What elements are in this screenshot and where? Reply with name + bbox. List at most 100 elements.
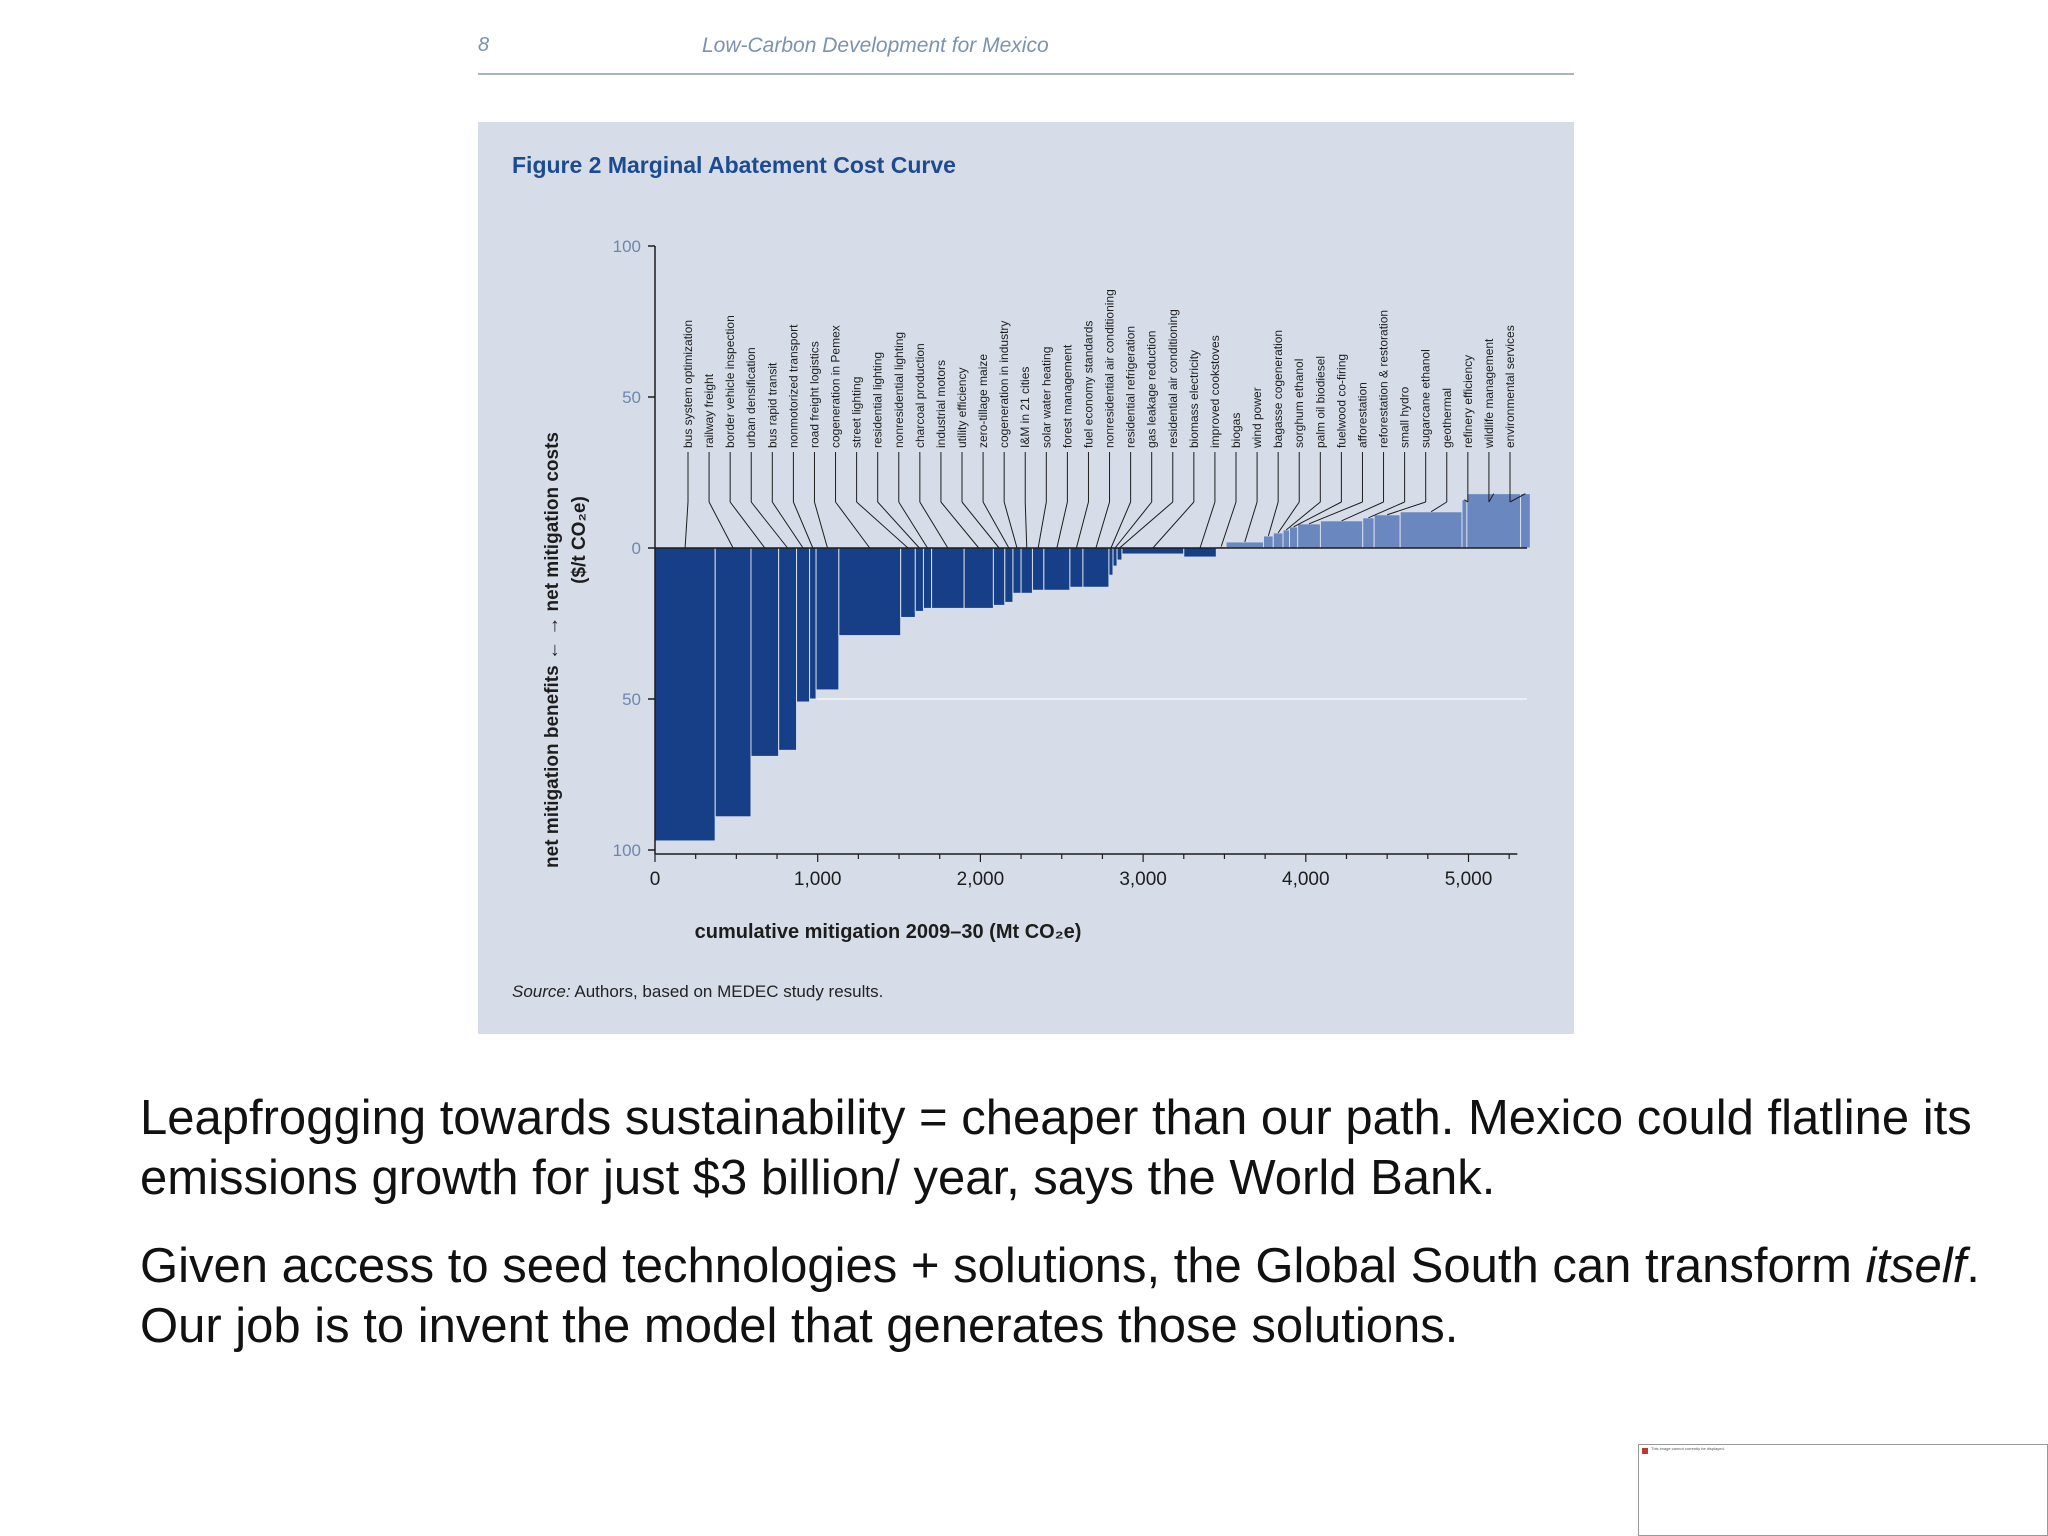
p2-text-start: Given access to seed technologies + solu…	[140, 1239, 1866, 1293]
leader-diag-4	[771, 501, 804, 549]
leader-diag-6	[813, 501, 828, 549]
leader-diag-19	[1075, 501, 1089, 549]
x-axis-label: cumulative mitigation 2009–30 (Mt CO₂e)	[695, 921, 1082, 943]
bar-19	[1069, 547, 1084, 588]
bar-35	[1373, 514, 1401, 549]
leader-diag-22	[1114, 501, 1153, 549]
leader-diag-8	[856, 501, 909, 549]
measure-label-0: bus system optimization	[681, 320, 695, 448]
bar-30	[1282, 529, 1291, 549]
chart-measure-labels: bus system optimization railway freight bo…	[681, 289, 1517, 449]
bar-18	[1043, 547, 1071, 591]
measure-label-23: residential air conditioning	[1166, 309, 1180, 448]
measure-label-29: sorghum ethanol	[1292, 359, 1306, 448]
body-paragraph-1: Leapfrogging towards sustainability = ch…	[140, 1091, 1972, 1205]
leader-diag-21	[1110, 501, 1132, 549]
measure-label-12: industrial motors	[934, 360, 948, 448]
measure-label-37: refinery efficiency	[1461, 355, 1475, 448]
measure-label-7: cogeneration in Pemex	[829, 325, 843, 448]
leader-diag-38	[1488, 493, 1495, 503]
bar-12	[963, 547, 994, 609]
leader-diag-25	[1199, 501, 1216, 549]
bar-7	[838, 547, 902, 637]
bar-31	[1289, 526, 1299, 549]
leader-diag-32	[1308, 501, 1363, 525]
bar-9	[914, 547, 924, 612]
running-title: Low-Carbon Development for Mexico	[702, 34, 1049, 57]
bar-28	[1262, 535, 1274, 549]
leader-diag-1	[708, 501, 734, 549]
slide-body-text: Leapfrogging towards sustainability = ch…	[140, 1088, 2000, 1384]
measure-label-38: wildlife management	[1482, 338, 1496, 449]
measure-label-17: solar water heating	[1039, 347, 1053, 448]
figure-source: Source: Authors, based on MEDEC study re…	[512, 982, 883, 1002]
measure-label-18: forest management	[1060, 344, 1074, 448]
leader-diag-17	[1037, 501, 1047, 549]
x-tick-label-0: 0	[650, 869, 661, 890]
x-tick-label-1: 1,000	[794, 869, 842, 890]
bar-1	[714, 547, 752, 818]
leader-diag-36	[1430, 501, 1448, 513]
measure-label-31: fuelwood co-firing	[1334, 354, 1348, 448]
bar-22	[1112, 547, 1118, 567]
bar-3	[778, 547, 798, 751]
measure-label-25: improved cookstoves	[1208, 335, 1222, 448]
y-tick-label-0: 100	[613, 237, 641, 256]
measure-label-26: biogas	[1229, 413, 1243, 448]
leader-diag-39	[1509, 493, 1526, 503]
bar-8	[900, 547, 916, 618]
leader-diag-13	[961, 501, 1000, 549]
bar-27	[1225, 541, 1264, 549]
leader-diag-27	[1244, 501, 1258, 543]
measure-label-20: nonresidential air conditioning	[1103, 289, 1117, 448]
leader-diag-26	[1220, 501, 1237, 547]
y-axis-unit-label: ($/t CO₂e)	[569, 496, 590, 584]
leader-diag-9	[877, 501, 920, 549]
x-tick-label-5: 5,000	[1445, 869, 1493, 890]
bar-33	[1319, 520, 1364, 549]
bar-5	[809, 547, 817, 700]
figure-title: Figure 2 Marginal Abatement Cost Curve	[512, 152, 956, 178]
measure-label-28: bagasse cogeneration	[1271, 330, 1285, 448]
leader-diag-5	[792, 501, 814, 549]
leader-diag-37	[1464, 499, 1469, 503]
measure-label-11: charcoal production	[913, 343, 927, 448]
measure-label-32: afforestation	[1355, 382, 1369, 448]
chart-x-ticks: 0 1,000 2,000 3,000 4,000 5,000	[650, 854, 1510, 890]
x-tick-label-3: 3,000	[1119, 869, 1167, 890]
leader-diag-20	[1095, 501, 1111, 549]
measure-label-36: geothermal	[1440, 388, 1454, 448]
x-tick-label-2: 2,000	[957, 869, 1005, 890]
leader-diag-2	[729, 501, 766, 549]
leader-diag-10	[898, 501, 928, 549]
leader-diag-3	[750, 501, 788, 549]
y-tick-label-3: 50	[622, 690, 641, 709]
leader-diag-30	[1285, 501, 1321, 531]
bar-34	[1362, 517, 1375, 549]
leader-diag-14	[982, 501, 1010, 549]
measure-label-34: small hydro	[1398, 386, 1412, 448]
bar-4	[796, 547, 811, 703]
measure-label-6: road freight logistics	[807, 341, 821, 448]
measure-label-39: environmental services	[1503, 325, 1517, 448]
bar-39	[1520, 493, 1531, 549]
measure-label-33: reforestation & restoration	[1377, 310, 1391, 448]
figure-panel: Figure 2 Marginal Abatement Cost Curve b…	[478, 122, 1574, 1034]
placeholder-text: This image cannot currently be displayed…	[1651, 1446, 1725, 1451]
measure-label-9: residential lighting	[871, 352, 885, 448]
y-tick-label-1: 50	[622, 388, 641, 407]
chart-axes	[654, 246, 1527, 855]
measure-label-16: I&M in 21 cities	[1018, 367, 1032, 448]
leader-diag-28	[1267, 501, 1279, 537]
p2-text-end: . Our job is to invent the model that ge…	[140, 1239, 1980, 1353]
p2-emphasis: itself	[1865, 1239, 1967, 1293]
bar-29	[1272, 532, 1284, 549]
leader-diag-16	[1024, 501, 1028, 549]
leader-diag-23	[1119, 501, 1174, 549]
bar-2	[750, 547, 780, 757]
leader-diag-24	[1152, 501, 1195, 549]
bar-32	[1297, 523, 1321, 549]
bar-20	[1082, 547, 1110, 588]
bar-15	[1012, 547, 1022, 594]
leader-diag-12	[940, 501, 980, 549]
